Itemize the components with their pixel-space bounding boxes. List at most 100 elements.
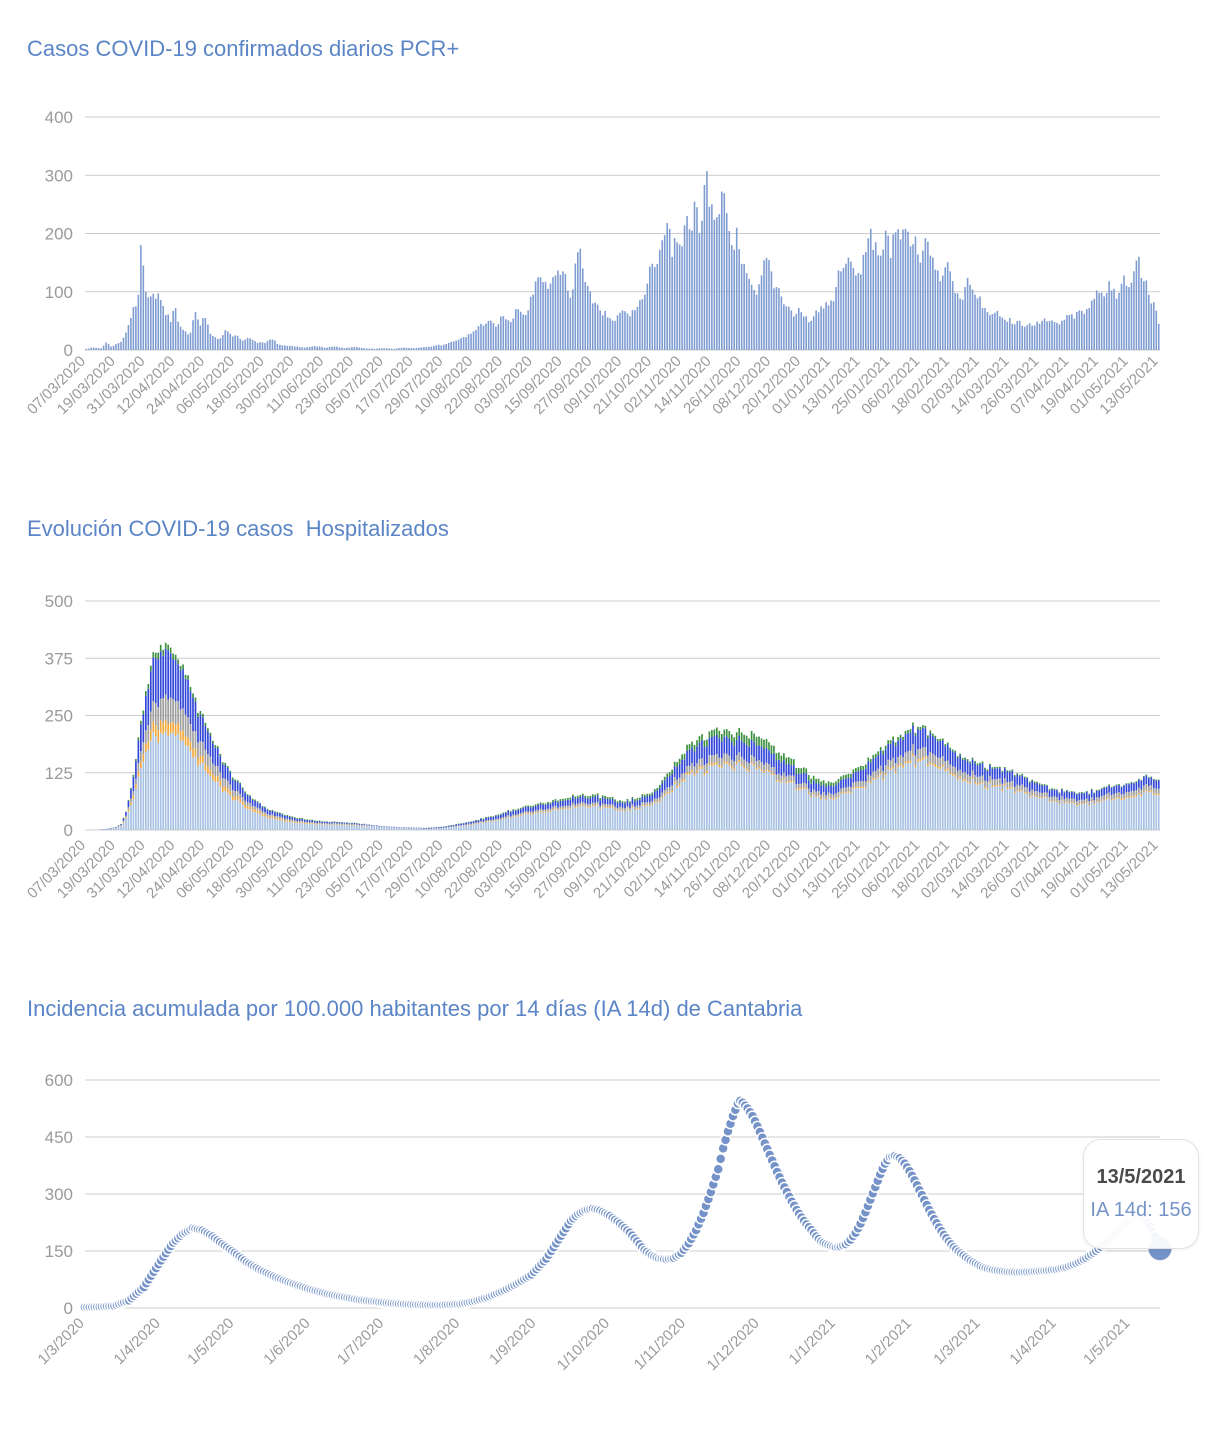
stacked-bar-segment[interactable]: [795, 767, 798, 775]
stacked-bar-segment[interactable]: [519, 815, 522, 830]
hospitalized-stacked-chart[interactable]: 012525037550007/03/202019/03/202031/03/2…: [24, 592, 1162, 902]
stacked-bar-segment[interactable]: [246, 795, 249, 803]
stacked-bar-segment[interactable]: [775, 753, 778, 761]
stacked-bar-segment[interactable]: [763, 771, 765, 774]
stacked-bar-segment[interactable]: [778, 759, 780, 774]
stacked-bar-segment[interactable]: [1113, 793, 1115, 799]
stacked-bar-segment[interactable]: [768, 771, 770, 830]
stacked-bar-segment[interactable]: [924, 758, 927, 830]
stacked-bar-segment[interactable]: [293, 818, 296, 821]
stacked-bar-segment[interactable]: [961, 779, 964, 782]
stacked-bar-segment[interactable]: [254, 812, 256, 830]
stacked-bar-segment[interactable]: [730, 768, 733, 830]
stacked-bar-segment[interactable]: [1143, 792, 1145, 830]
stacked-bar-segment[interactable]: [490, 821, 492, 830]
stacked-bar-segment[interactable]: [586, 804, 589, 807]
stacked-bar-segment[interactable]: [576, 806, 579, 808]
bar[interactable]: [678, 244, 681, 350]
stacked-bar-segment[interactable]: [286, 815, 289, 819]
stacked-bar-segment[interactable]: [857, 781, 860, 787]
stacked-bar-segment[interactable]: [919, 761, 922, 830]
stacked-bar-segment[interactable]: [1046, 792, 1048, 797]
bar[interactable]: [879, 255, 882, 350]
stacked-bar-segment[interactable]: [495, 818, 497, 821]
bar[interactable]: [718, 214, 721, 350]
stacked-bar-segment[interactable]: [691, 747, 693, 764]
bar[interactable]: [581, 268, 584, 350]
bar[interactable]: [899, 239, 902, 350]
stacked-bar-segment[interactable]: [907, 733, 909, 752]
stacked-bar-segment[interactable]: [313, 820, 316, 821]
stacked-bar-segment[interactable]: [271, 818, 274, 830]
stacked-bar-segment[interactable]: [279, 816, 281, 819]
bar[interactable]: [577, 252, 579, 350]
stacked-bar-segment[interactable]: [874, 779, 877, 830]
bar[interactable]: [1043, 318, 1046, 350]
stacked-bar-segment[interactable]: [1085, 802, 1088, 830]
bar[interactable]: [1036, 321, 1038, 350]
stacked-bar-segment[interactable]: [398, 828, 400, 830]
stacked-bar-segment[interactable]: [1043, 792, 1046, 797]
stacked-bar-segment[interactable]: [887, 743, 889, 760]
bar[interactable]: [1152, 302, 1155, 350]
stacked-bar-segment[interactable]: [107, 829, 110, 830]
stacked-bar-segment[interactable]: [820, 785, 822, 795]
stacked-bar-segment[interactable]: [480, 818, 482, 822]
stacked-bar-segment[interactable]: [810, 783, 813, 793]
bar[interactable]: [914, 236, 917, 350]
bar[interactable]: [713, 219, 716, 350]
stacked-bar-segment[interactable]: [919, 748, 922, 760]
stacked-bar-segment[interactable]: [204, 722, 207, 727]
stacked-bar-segment[interactable]: [743, 768, 745, 830]
stacked-bar-segment[interactable]: [418, 828, 420, 830]
stacked-bar-segment[interactable]: [651, 794, 654, 802]
stacked-bar-segment[interactable]: [559, 800, 562, 807]
stacked-bar-segment[interactable]: [686, 766, 688, 773]
stacked-bar-segment[interactable]: [514, 814, 517, 817]
stacked-bar-segment[interactable]: [760, 770, 763, 830]
stacked-bar-segment[interactable]: [820, 798, 822, 800]
bar[interactable]: [1061, 320, 1063, 350]
stacked-bar-segment[interactable]: [279, 812, 281, 814]
stacked-bar-segment[interactable]: [1135, 781, 1138, 783]
stacked-bar-segment[interactable]: [259, 803, 261, 809]
stacked-bar-segment[interactable]: [212, 740, 214, 744]
stacked-bar-segment[interactable]: [1125, 797, 1128, 830]
bar[interactable]: [527, 310, 529, 350]
bar[interactable]: [653, 266, 656, 350]
stacked-bar-segment[interactable]: [1053, 789, 1056, 797]
stacked-bar-segment[interactable]: [951, 749, 954, 752]
bar[interactable]: [420, 347, 423, 350]
stacked-bar-segment[interactable]: [929, 732, 932, 753]
stacked-bar-segment[interactable]: [135, 758, 137, 762]
stacked-bar-segment[interactable]: [604, 795, 606, 799]
stacked-bar-segment[interactable]: [517, 809, 520, 815]
bar[interactable]: [892, 234, 894, 350]
stacked-bar-segment[interactable]: [830, 782, 832, 787]
stacked-bar-segment[interactable]: [318, 823, 321, 830]
bar[interactable]: [87, 348, 90, 350]
stacked-bar-segment[interactable]: [333, 821, 336, 823]
stacked-bar-segment[interactable]: [192, 693, 194, 698]
stacked-bar-segment[interactable]: [147, 749, 150, 830]
stacked-bar-segment[interactable]: [807, 792, 810, 795]
stacked-bar-segment[interactable]: [984, 769, 986, 781]
stacked-bar-segment[interactable]: [991, 785, 994, 787]
stacked-bar-segment[interactable]: [614, 808, 616, 810]
stacked-bar-segment[interactable]: [909, 729, 912, 733]
stacked-bar-segment[interactable]: [845, 792, 847, 794]
bar[interactable]: [1053, 322, 1056, 350]
stacked-bar-segment[interactable]: [288, 820, 291, 822]
stacked-bar-segment[interactable]: [1041, 797, 1043, 799]
stacked-bar-segment[interactable]: [855, 781, 857, 787]
bar[interactable]: [701, 220, 703, 350]
stacked-bar-segment[interactable]: [351, 825, 353, 830]
stacked-bar-segment[interactable]: [470, 821, 472, 824]
stacked-bar-segment[interactable]: [974, 761, 976, 764]
stacked-bar-segment[interactable]: [144, 752, 147, 830]
stacked-bar-segment[interactable]: [641, 796, 644, 803]
bar[interactable]: [681, 246, 683, 350]
stacked-bar-segment[interactable]: [723, 763, 726, 830]
stacked-bar-segment[interactable]: [457, 824, 460, 826]
stacked-bar-segment[interactable]: [939, 738, 942, 741]
